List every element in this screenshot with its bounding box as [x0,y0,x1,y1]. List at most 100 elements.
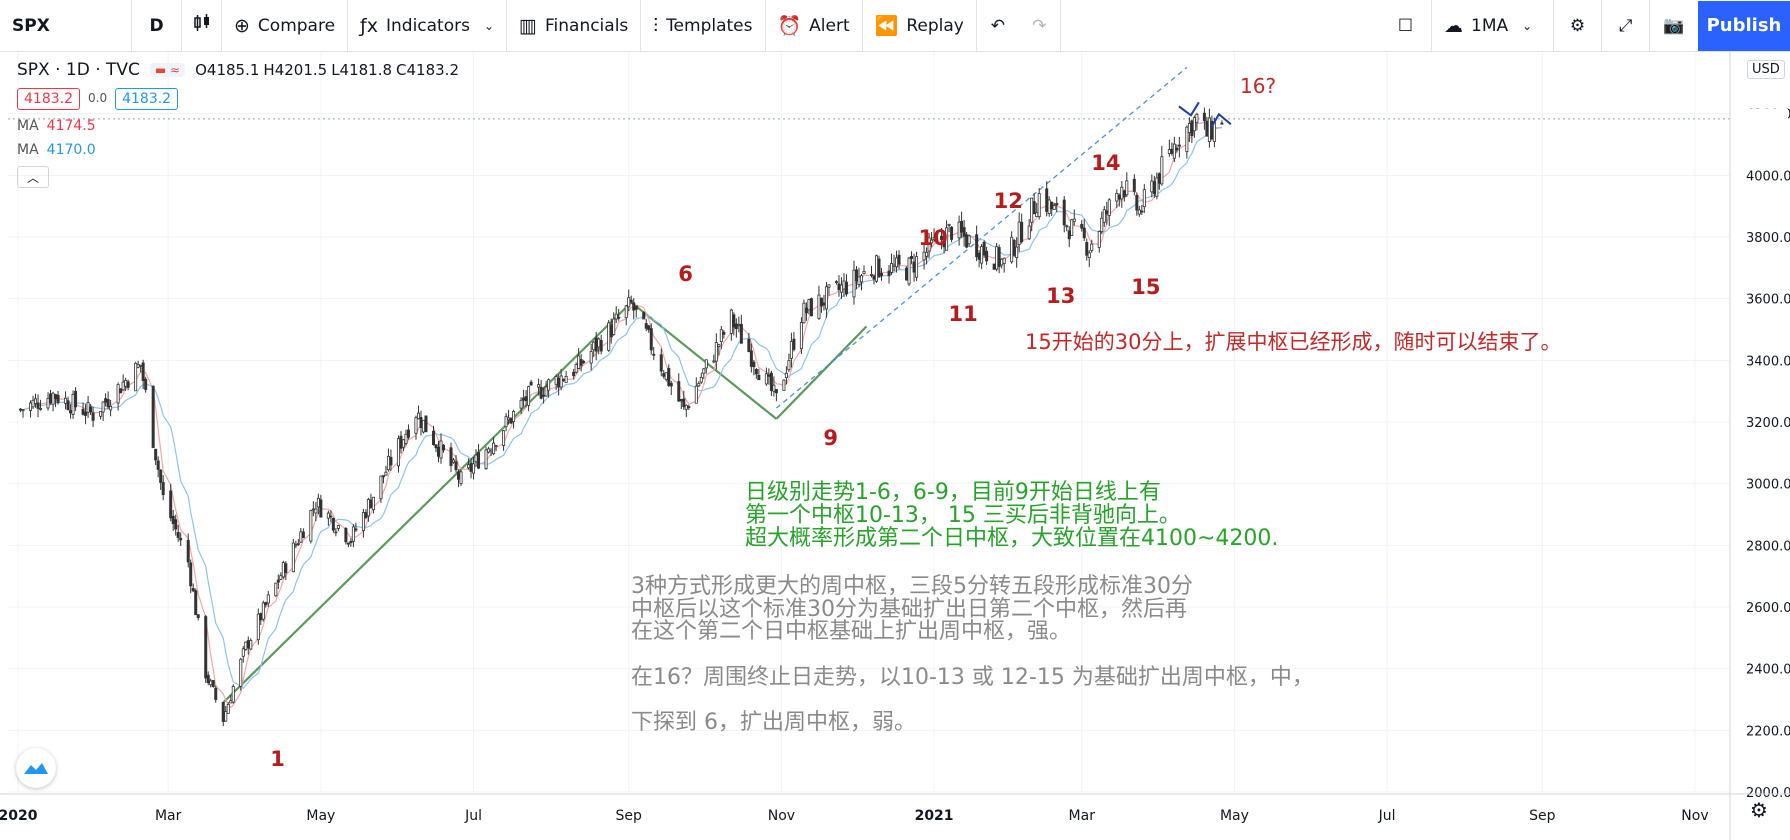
candle-body [694,385,698,404]
candle-body [434,444,438,449]
candle-body [1132,178,1136,192]
plus-circle-icon: ⊕ [234,14,250,37]
tradingview-logo[interactable] [16,748,56,788]
candle-body [945,227,949,251]
annotation-green[interactable]: 日级别走势1-6，6-9，目前9开始日线上有 第一个中枢10-13， 15 三买… [745,480,1279,552]
candle-body [469,462,473,472]
candle-body [401,439,405,448]
candle-body [962,227,966,237]
currency-label[interactable]: USD [1747,60,1785,79]
wave-label-11[interactable]: 11 [948,301,978,326]
templates-button[interactable]: ⫶ Templates [641,0,766,52]
candle-body [732,314,736,328]
wave-label-13[interactable]: 13 [1046,283,1076,308]
candle-body [186,539,190,563]
candle-body [1000,258,1004,266]
fullscreen-button[interactable]: ⤢ [1602,0,1650,52]
buy-price-box[interactable]: 4183.2 [115,88,179,110]
compare-button[interactable]: ⊕ Compare [222,0,349,52]
candle-body [839,284,843,293]
gear-icon: ⚙ [1750,798,1768,822]
candle-body [46,397,50,409]
publish-button[interactable]: Publish [1698,0,1790,51]
candle-body [179,537,183,541]
candle-body [294,544,298,547]
annotation-grey[interactable]: 3种方式形成更大的周中枢，三段5分转五段形成标准30分 中枢后以这个标准30分为… [631,574,1314,735]
candle-body [419,417,423,428]
redo-button[interactable]: ↷ [1019,0,1061,52]
time-tick-label: Mar [155,808,182,824]
candle-body [1062,199,1066,226]
interval-button[interactable]: D [132,0,182,52]
axis-settings-button[interactable]: ⚙ [1750,798,1768,822]
candle-body [870,274,874,276]
legend-status-pill[interactable]: ▬ ≈ [149,63,186,77]
candle-body [769,372,773,391]
settings-button[interactable]: ⚙ [1554,0,1602,52]
alarm-clock-icon: ⏰ [777,15,802,37]
candle-body [614,313,618,320]
wave-label-10[interactable]: 10 [918,226,948,251]
ma-legend-2[interactable]: MA 4170.0 [17,142,459,158]
replay-button[interactable]: ⏪ Replay [863,0,977,52]
wave-label-15[interactable]: 15 [1131,274,1161,299]
time-tick-label: Jul [464,808,482,824]
candle-body [739,323,743,344]
candle-body [176,531,180,538]
candle-body [1190,120,1194,137]
candle-body [351,526,355,542]
candle-body [369,499,373,509]
candle-body [862,270,866,275]
candle-body [191,588,195,592]
undo-button[interactable]: ↶ [977,0,1019,52]
indicators-button[interactable]: ƒx Indicators ⌄ [348,0,508,52]
redo-icon: ↷ [1032,15,1047,36]
chart-grid [8,52,1730,793]
candle-body [66,400,70,411]
financials-button[interactable]: ▥ Financials [507,0,642,52]
ma-legend-1[interactable]: MA 4174.5 [17,118,459,134]
candle-body [381,475,385,478]
candle-body [472,463,476,474]
collapse-legend-button[interactable]: ︿ [17,166,49,188]
candle-body [71,393,75,415]
sell-price-box[interactable]: 4183.2 [17,88,80,110]
candle-body [404,433,408,444]
wave-label-1[interactable]: 1 [270,747,285,772]
candle-body [442,444,446,451]
candle-body [1087,252,1091,259]
candle-body [261,602,265,620]
trendline-6-9 [630,301,778,420]
candle-body [1120,186,1124,200]
alert-button[interactable]: ⏰ Alert [766,0,863,52]
candle-body [980,246,984,264]
candle-body [737,324,741,326]
symbol-search-button[interactable]: SPX [0,0,132,52]
candle-body [1137,209,1141,215]
price-chart[interactable]: 2000.02200.02400.02600.02800.03000.03200… [0,52,1790,840]
legend-title[interactable]: SPX · 1D · TVC [17,60,140,80]
snapshot-button[interactable]: 📷 [1650,0,1698,52]
candle-body [487,448,491,453]
wave-label-9[interactable]: 9 [823,425,839,450]
annotation-red[interactable]: 15开始的30分上，扩展中枢已经形成，随时可以结束了。 [1025,330,1562,354]
layout-name-button[interactable]: ☁ 1MA ⌄ [1432,0,1554,52]
time-tick-label: Sep [1529,808,1556,824]
candle-body [364,512,368,518]
candle-body [634,305,638,310]
chart-type-button[interactable] [182,0,222,52]
candle-body [1072,218,1076,222]
wave-label-14[interactable]: 14 [1091,150,1121,175]
price-tick-label: 2600.0 [1746,601,1790,616]
wave-label-6[interactable]: 6 [678,262,693,287]
candle-body [624,305,628,318]
candle-body [564,376,568,383]
annotation-question[interactable]: 16? [1240,74,1277,98]
candle-body [144,378,148,390]
last-price-label-bg [1732,108,1788,129]
legend-high: H4201.5 [263,61,328,79]
wave-label-12[interactable]: 12 [993,188,1023,213]
legend-open: O4185.1 [195,61,260,79]
layout-button[interactable]: ☐ [1380,0,1432,52]
candle-body [291,542,295,573]
